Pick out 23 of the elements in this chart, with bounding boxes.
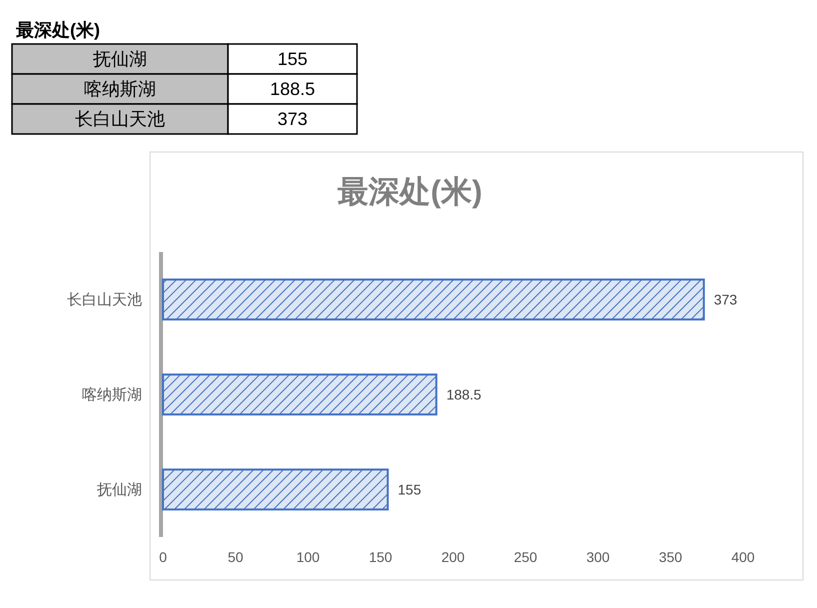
data-label: 188.5 [446, 386, 482, 402]
x-tick-label: 400 [731, 549, 755, 565]
bar [162, 468, 389, 510]
y-tick-label: 长白山天池 [67, 292, 142, 308]
x-tick-label: 50 [228, 549, 244, 565]
x-tick-label: 250 [514, 549, 538, 565]
x-tick-label: 150 [368, 549, 392, 565]
x-tick-label: 300 [586, 549, 610, 565]
x-tick-label: 200 [441, 549, 465, 565]
data-label: 188.5 [270, 79, 316, 99]
y-tick-label: 喀纳斯湖 [82, 386, 142, 404]
text: 最深处(米) [15, 20, 100, 40]
x-tick-label: 100 [296, 549, 320, 565]
y-tick-label: 抚仙湖 [96, 482, 142, 498]
data-label: 155 [398, 482, 422, 498]
chart-title: 最深处(米) [338, 174, 482, 209]
bar [162, 374, 438, 416]
x-tick-label: 350 [658, 549, 682, 565]
data-label: 373 [714, 292, 738, 308]
data-label: 155 [277, 49, 308, 69]
x-tick-label: 0 [159, 549, 168, 565]
bar [162, 278, 705, 320]
data-label: 373 [277, 109, 308, 129]
